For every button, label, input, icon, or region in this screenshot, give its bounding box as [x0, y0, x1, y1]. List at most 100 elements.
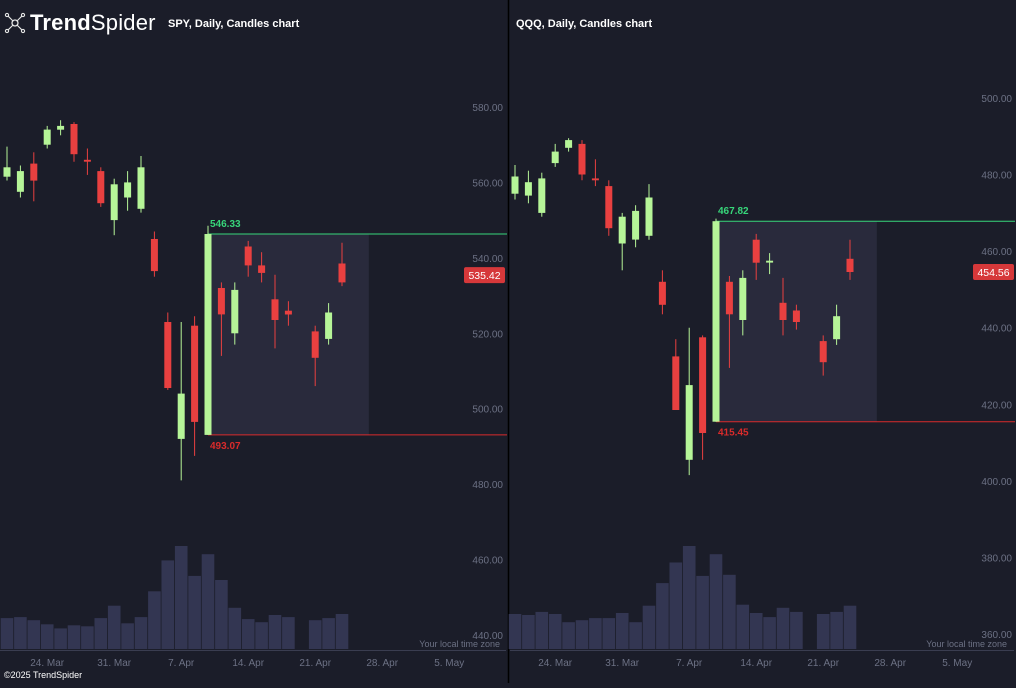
- candle-body: [311, 331, 319, 358]
- volume-bar: [508, 614, 522, 649]
- candle[interactable]: [311, 325, 319, 387]
- candle-body: [819, 341, 827, 363]
- candle[interactable]: [110, 178, 118, 236]
- volume-bar: [656, 583, 669, 649]
- candle[interactable]: [618, 212, 626, 271]
- volume-bar: [107, 605, 121, 649]
- candle[interactable]: [57, 120, 65, 136]
- candle[interactable]: [124, 171, 132, 211]
- volume-bar: [830, 611, 843, 649]
- volume-bar: [816, 614, 830, 649]
- brand-logo[interactable]: TrendSpider: [4, 9, 156, 37]
- candle[interactable]: [83, 148, 91, 175]
- candle[interactable]: [591, 159, 599, 187]
- y-tick-label: 560.00: [472, 178, 503, 189]
- candle[interactable]: [524, 170, 532, 204]
- volume-bar: [535, 611, 549, 649]
- candle[interactable]: [658, 270, 666, 315]
- candle-body: [3, 167, 11, 177]
- candle[interactable]: [645, 184, 653, 240]
- volume-bar: [575, 620, 589, 649]
- y-tick-label: 380.00: [981, 553, 1012, 564]
- range-low-label: 415.45: [718, 428, 749, 439]
- candle-body: [177, 393, 185, 439]
- y-tick-label: 460.00: [472, 556, 503, 567]
- x-tick-label: 24. Mar: [30, 658, 65, 669]
- candle[interactable]: [217, 282, 225, 356]
- candle[interactable]: [325, 303, 333, 345]
- candle[interactable]: [578, 140, 586, 181]
- candle-body: [124, 182, 132, 198]
- candle-body: [137, 167, 145, 209]
- candle[interactable]: [605, 180, 613, 236]
- candle[interactable]: [43, 125, 51, 149]
- volume-bar: [322, 618, 335, 649]
- candle[interactable]: [779, 277, 787, 336]
- volume-bar: [629, 622, 642, 649]
- candle[interactable]: [97, 167, 105, 207]
- candle[interactable]: [725, 276, 733, 368]
- copyright-text: ©2025 TrendSpider: [4, 670, 83, 680]
- candle[interactable]: [338, 242, 346, 287]
- candle-body: [712, 221, 720, 422]
- candle[interactable]: [819, 335, 827, 376]
- candle[interactable]: [685, 327, 693, 476]
- candle[interactable]: [164, 312, 172, 390]
- volume-bar: [54, 628, 67, 649]
- candle[interactable]: [538, 172, 546, 217]
- candle[interactable]: [3, 146, 11, 181]
- candle[interactable]: [752, 233, 760, 280]
- volume-bar: [174, 546, 188, 649]
- candle[interactable]: [632, 205, 640, 248]
- volume-bar: [682, 546, 696, 649]
- candle[interactable]: [766, 253, 774, 275]
- candle[interactable]: [204, 225, 212, 435]
- candle[interactable]: [846, 239, 854, 280]
- candle[interactable]: [712, 218, 720, 422]
- candle[interactable]: [150, 231, 158, 277]
- candle[interactable]: [244, 240, 252, 277]
- volume-bar: [562, 622, 575, 649]
- candle[interactable]: [177, 322, 185, 481]
- volume-bar: [790, 611, 803, 649]
- candle[interactable]: [739, 270, 747, 336]
- y-tick-label: 500.00: [981, 94, 1012, 105]
- candle[interactable]: [284, 301, 292, 326]
- volume-bar: [134, 617, 148, 649]
- candle-body: [672, 356, 680, 410]
- candle-body: [231, 289, 239, 334]
- candle[interactable]: [258, 252, 266, 283]
- candle[interactable]: [271, 274, 279, 349]
- volume-bar: [148, 591, 161, 649]
- candle[interactable]: [672, 339, 680, 410]
- volume-bar: [843, 605, 857, 649]
- candle[interactable]: [231, 282, 239, 345]
- candle[interactable]: [565, 138, 573, 152]
- candle-body: [605, 186, 613, 229]
- candle[interactable]: [833, 304, 841, 345]
- volume-bar: [749, 613, 763, 649]
- candle-body: [57, 125, 65, 130]
- chart-panel-1[interactable]: QQQ, Daily, Candles chart 467.82 415.45 500…: [508, 18, 1015, 669]
- candle[interactable]: [699, 335, 707, 460]
- candle[interactable]: [191, 316, 199, 456]
- candles[interactable]: [3, 120, 346, 481]
- candle[interactable]: [551, 143, 559, 167]
- chart-title: SPY, Daily, Candles chart: [168, 18, 300, 30]
- candle-body: [632, 210, 640, 240]
- candle-body: [752, 239, 760, 263]
- candle[interactable]: [511, 165, 519, 200]
- volume-bar: [723, 574, 736, 649]
- volume-bars: [0, 546, 349, 650]
- chart-panel-0[interactable]: SPY, Daily, Candles chart 546.33 493.07 580…: [0, 18, 507, 669]
- candle[interactable]: [30, 152, 38, 202]
- candles[interactable]: [511, 138, 854, 476]
- candle[interactable]: [70, 122, 78, 162]
- candle-body: [846, 258, 854, 272]
- candle[interactable]: [792, 304, 800, 330]
- candle[interactable]: [16, 165, 24, 198]
- last-price-label: 454.56: [977, 267, 1009, 279]
- candle[interactable]: [137, 156, 145, 213]
- candle-body: [739, 277, 747, 320]
